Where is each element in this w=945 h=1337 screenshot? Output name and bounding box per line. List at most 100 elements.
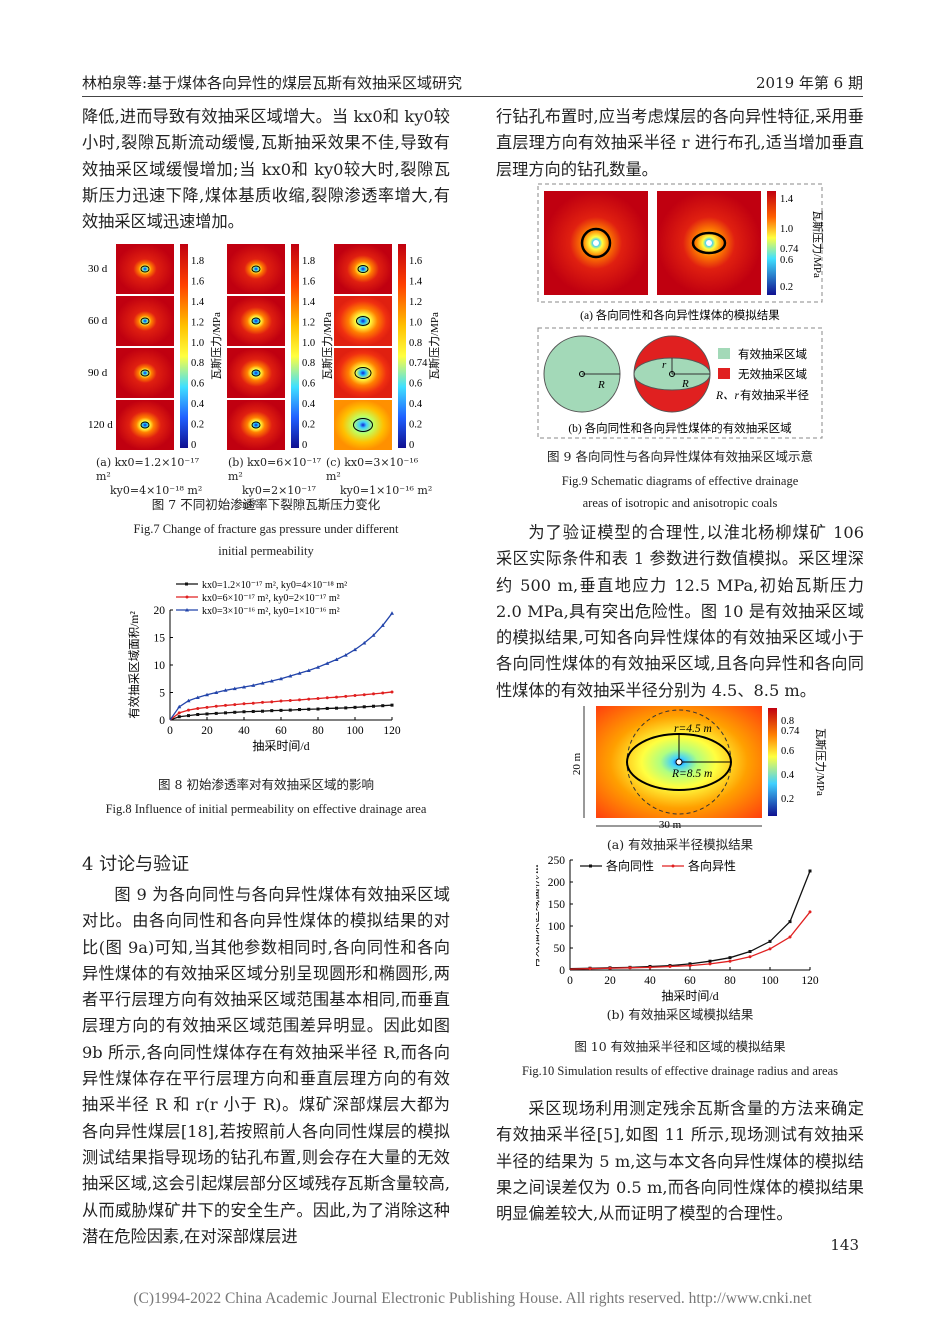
y-tick-label: 5: [159, 688, 165, 700]
data-point: [728, 956, 732, 960]
fig7-colorbar-label: 瓦斯压力/MPa: [210, 312, 223, 380]
fig7-row-label: 30 d: [88, 263, 108, 275]
fig9a-border: [537, 183, 823, 303]
fig7-colorbar-tick: 0.2: [302, 420, 315, 431]
series-line: [169, 612, 393, 721]
fig9b-legend-prefix: R、r: [715, 390, 740, 402]
data-point: [362, 705, 366, 709]
fig7-colorbar-tick: 0.8: [302, 358, 315, 369]
fig7-colorbar-tick: 0.6: [302, 379, 315, 390]
fig7-contour: [251, 317, 261, 325]
footer-copyright: (C)1994-2022 China Academic Journal Elec…: [133, 1290, 812, 1307]
fig10b-chart: 0 20 40 60 80 100 120 0 50 100 150 200 250 抽采时间/d 有效抽采…: [536, 855, 819, 1003]
data-point: [251, 683, 256, 687]
fig7-colorbar-tick: 1.8: [302, 256, 315, 267]
data-point: [298, 698, 301, 702]
fig7-colorbar-tick: 1.0: [302, 338, 315, 349]
x-tick-label: 100: [346, 725, 364, 737]
fig7-contour: [356, 316, 370, 326]
issue-label: 2019 年第 6 期: [755, 74, 863, 92]
data-point: [362, 693, 366, 697]
data-point: [372, 692, 375, 696]
fig9a-borehole-2: [706, 240, 712, 246]
fig10-colorbar-tick: 0.8: [781, 716, 794, 727]
fig7-colorbar-tick: 1.4: [302, 297, 316, 308]
fig9b-legend-radius: 有效抽采半径: [740, 388, 809, 402]
data-point: [325, 661, 330, 665]
data-point: [316, 697, 320, 701]
data-point: [196, 706, 200, 710]
fig7-colorbar-tick: 1.4: [409, 276, 423, 287]
x-tick-label: 0: [567, 975, 573, 987]
data-point: [177, 711, 181, 715]
fig7-pressure-map: [227, 348, 285, 398]
fig10a-borehole: [675, 758, 683, 766]
data-point: [708, 962, 712, 966]
fig7-colorbar-tick: 0.8: [409, 338, 422, 349]
y-tick-label: 250: [548, 855, 566, 867]
x-axis-label: 抽采时间/d: [252, 739, 309, 753]
data-point: [316, 665, 320, 669]
fig7-caption-en-2: initial permeability: [218, 544, 314, 558]
fig7-colorbar-tick: 1.2: [302, 317, 315, 328]
data-point: [242, 702, 246, 706]
right-para-1: 行钻孔布置时,应当考虑煤层的各向异性特征,采用垂直层理方向有效抽采半径 r 进行…: [496, 107, 864, 179]
fig7-contour: [140, 317, 150, 325]
legend-label: kx0=1.2×10⁻¹⁷ m², ky0=4×10⁻¹⁸ m²: [202, 580, 347, 591]
data-point: [748, 955, 752, 959]
data-point: [279, 676, 283, 681]
fig9-figure: 1.4 1.0 0.740.6 0.2 瓦斯压力/MPa (a) 各向同性和各向异性煤…: [537, 183, 824, 439]
fig7-colorbar-tick: 0.4: [302, 399, 316, 410]
fig7-pressure-map: [334, 244, 392, 294]
data-point: [316, 707, 320, 711]
data-point: [608, 966, 612, 970]
data-point: [728, 959, 732, 963]
fig7-colorbar-tick: 0: [409, 440, 414, 451]
fig7-colorbar-tick: 1.2: [409, 297, 422, 308]
data-point: [688, 964, 692, 968]
data-point: [205, 705, 209, 709]
legend-label: 各向同性: [606, 858, 654, 873]
fig7-pressure-map: [334, 348, 392, 398]
fig7-colorbar-tick: 1.0: [191, 338, 204, 349]
fig10-colorbar-label: 瓦斯压力/MPa: [814, 728, 827, 796]
fig10a-width-label: 30 m: [659, 819, 682, 831]
x-axis-label: 抽采时间/d: [661, 989, 718, 1003]
x-tick-label: 120: [383, 725, 401, 737]
fig7-sub-c: (c) kx0=3×10⁻¹⁶ m² ky0=1×10⁻¹⁶ m²: [326, 456, 433, 497]
fig9b-legend-swatch-ineffective: [718, 368, 730, 379]
fig7-pressure-map: [227, 400, 285, 450]
data-point: [186, 698, 191, 703]
y-tick-label: 20: [154, 605, 166, 617]
fig7-colorbar-label: 瓦斯压力/MPa: [321, 312, 334, 380]
y-tick-label: 0: [559, 965, 565, 977]
legend-marker: [589, 864, 592, 868]
data-point: [205, 692, 209, 697]
fig7-row-label: 90 d: [88, 367, 108, 379]
data-point: [251, 709, 255, 713]
fig9-colorbar-tick: 0.6: [780, 255, 793, 266]
data-point: [177, 704, 182, 709]
fig9b-legend-ineffective: 无效抽采区域: [738, 367, 807, 381]
legend-label: kx0=3×10⁻¹⁶ m², ky0=1×10⁻¹⁶ m²: [202, 606, 340, 617]
fig10-caption-en: Fig.10 Simulation results of effective d…: [522, 1064, 838, 1078]
fig7-contour: [357, 265, 369, 273]
x-tick-label: 120: [801, 975, 819, 987]
header-rule: [82, 96, 863, 97]
legend-marker: [671, 864, 675, 868]
data-point: [177, 715, 181, 719]
fig9-sub-a: (a) 各向同性和各向异性煤体的模拟结果: [580, 308, 780, 322]
data-point: [353, 694, 357, 698]
fig7-sub-a: (a) kx0=1.2×10⁻¹⁷ m² ky0=4×10⁻¹⁸ m²: [96, 456, 203, 497]
fig7-row-label: 120 d: [88, 419, 113, 431]
data-point: [270, 709, 274, 713]
data-point: [298, 708, 301, 712]
fig7-pressure-map: [227, 296, 285, 346]
data-point: [335, 706, 338, 710]
fig9a-isotropic-contour: [580, 227, 612, 259]
fig9-colorbar-tick: 0.2: [780, 282, 793, 293]
data-point: [768, 939, 772, 943]
fig9-colorbar-tick: 0.74: [780, 244, 799, 255]
data-point: [372, 704, 375, 708]
data-point: [288, 674, 293, 678]
